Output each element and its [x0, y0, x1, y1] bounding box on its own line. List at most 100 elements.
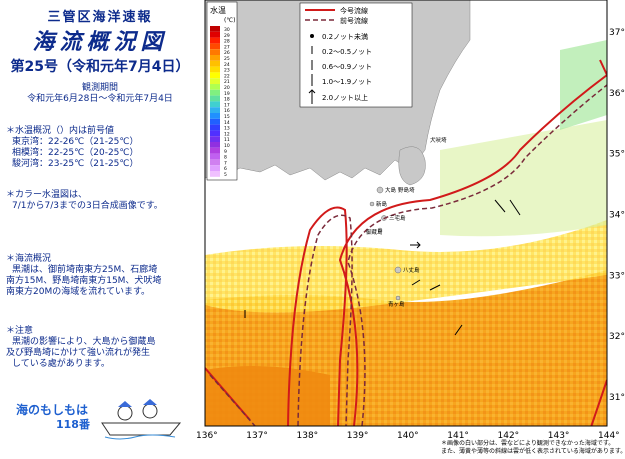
scale-value: 19	[224, 91, 230, 97]
scale-swatch	[210, 118, 220, 125]
scale-swatch	[210, 165, 220, 171]
scale-value: 24	[224, 62, 230, 68]
water-temp-line: 東京湾：22-26℃（21-25℃）	[12, 137, 139, 147]
map-frame	[204, 0, 608, 427]
scale-swatch	[210, 130, 220, 137]
scale-swatch	[210, 37, 220, 44]
water-temp-line: 相模湾：22-25℃（20-25℃）	[12, 148, 139, 158]
caution-heading: ＊注意	[6, 326, 34, 336]
scale-value: 5	[224, 172, 227, 178]
boat-icon	[101, 399, 182, 440]
latitude-tick-label: 35°	[609, 150, 625, 160]
scale-value: 25	[224, 56, 230, 62]
scale-swatch	[210, 78, 220, 84]
scale-swatch	[210, 55, 220, 61]
longitude-tick-label: 136°	[196, 431, 218, 441]
island-mikura	[377, 227, 383, 233]
place-label: 新島	[376, 200, 388, 208]
scale-value: 9	[224, 149, 227, 155]
place-label: 御蔵島	[366, 228, 383, 236]
sst-patches	[560, 40, 607, 130]
scale-title: 水温	[210, 5, 226, 15]
temperature-scale: 水温 (℃) 302928272625242322212019181716151…	[206, 1, 238, 181]
sst-south	[205, 366, 330, 426]
scale-swatch	[210, 26, 220, 32]
scale-value: 6	[224, 166, 227, 172]
scale-swatch	[210, 101, 220, 108]
scale-value: 16	[224, 108, 230, 114]
period-label: 観測期間	[81, 83, 118, 93]
scale-swatch	[210, 66, 220, 73]
scale-swatch	[210, 113, 220, 119]
island-oshima	[376, 186, 384, 194]
scale-value: 8	[224, 155, 227, 161]
scale-value: 12	[224, 131, 230, 137]
info-panel: 三管区海洋速報 海流概況図 第25号（令和元年7月4日） 観測期間 令和元年6月…	[0, 0, 200, 459]
scale-swatch	[210, 171, 220, 177]
scale-unit: (℃)	[224, 17, 235, 24]
scale-value: 13	[224, 126, 230, 132]
scale-value: 17	[224, 102, 230, 108]
mascot-number: 118番	[56, 418, 90, 431]
scale-swatch	[210, 49, 220, 55]
scale-swatch	[210, 84, 220, 90]
place-labels: 大島 新島 三宅島 御蔵島 八丈島 青ヶ島 犬吠埼 野島埼	[366, 136, 447, 308]
scale-swatch	[210, 159, 220, 166]
scale-swatch	[210, 124, 220, 131]
longitude-tick-label: 144°	[598, 431, 620, 441]
legend-arrow-label: 0.2～0.5ノット	[322, 48, 372, 56]
legend-arrow-label: 2.0ノット以上	[322, 93, 368, 102]
latitude-ticks: 37° 36° 35° 34° 33° 32° 31°	[609, 28, 625, 403]
place-label: 野島埼	[398, 186, 415, 194]
scale-value: 29	[224, 33, 230, 39]
scale-value: 26	[224, 50, 230, 56]
scale-swatch	[210, 136, 220, 142]
sst-cool-zone	[440, 120, 607, 237]
longitude-tick-label: 140°	[397, 431, 419, 441]
place-label: 三宅島	[389, 214, 406, 222]
scale-swatch	[210, 153, 220, 160]
agency-name: 三管区海洋速報	[47, 10, 153, 25]
scale-swatch	[210, 31, 220, 38]
longitude-tick-label: 138°	[297, 431, 319, 441]
scale-value: 11	[224, 137, 230, 143]
legend-current: 今号流線	[340, 6, 368, 15]
mascot-illustration	[101, 399, 182, 440]
scale-swatch	[210, 95, 220, 102]
scale-value: 20	[224, 85, 230, 91]
longitude-ticks: 136° 137° 138° 139° 140° 141° 142° 143° 144°	[196, 431, 620, 441]
place-label: 青ヶ島	[388, 300, 405, 308]
current-flow-line-previous	[209, 84, 607, 426]
scale-swatch	[210, 147, 220, 154]
latitude-tick-label: 32°	[609, 332, 625, 342]
color-note-section: ＊カラー水温図は、 7/1から7/3までの3日合成画像です。	[6, 190, 198, 212]
longitude-tick-label: 139°	[347, 431, 369, 441]
scale-swatch	[210, 142, 220, 148]
current-summary-line: 南方15M、野島埼南東方15M、犬吠埼	[6, 276, 162, 286]
place-label: 八丈島	[403, 266, 420, 274]
scale-swatch	[210, 72, 220, 79]
island-hachijo	[394, 266, 402, 274]
island-aogashima	[395, 295, 401, 301]
current-summary-line: 南東方20Mの海域を流れています。	[6, 287, 151, 297]
mascot-slogan: 海のもしもは	[16, 403, 89, 417]
water-temp-section: ＊水温概況（）内は前号値 東京湾：22-26℃（21-25℃） 相模湾：22-2…	[6, 126, 198, 170]
longitude-tick-label: 141°	[447, 431, 469, 441]
caution-line: している處があります。	[12, 359, 110, 369]
scale-value: 18	[224, 97, 230, 103]
land-chiba	[398, 146, 426, 186]
scale-value: 15	[224, 114, 230, 120]
scale-swatch	[210, 43, 220, 50]
sst-mid-zone	[205, 220, 607, 313]
color-note-line: ＊カラー水温図は、	[6, 190, 88, 200]
legend-arrow-label: 0.6～0.9ノット	[322, 63, 372, 71]
legend-previous: 前号流線	[340, 16, 368, 25]
place-label: 大島	[385, 186, 397, 194]
current-summary-line: 黒潮は、御前埼南東方25M、石廊埼	[12, 265, 158, 275]
issue-number: 第25号（令和元年7月4日）	[10, 59, 190, 75]
island-niijima	[369, 201, 375, 207]
legend-arrow-label: 1.0～1.9ノット	[322, 78, 372, 86]
caution-line: 黒潮の影響により、大島から御蔵島	[12, 337, 156, 347]
longitude-tick-label: 142°	[498, 431, 520, 441]
latitude-tick-label: 33°	[609, 271, 625, 281]
